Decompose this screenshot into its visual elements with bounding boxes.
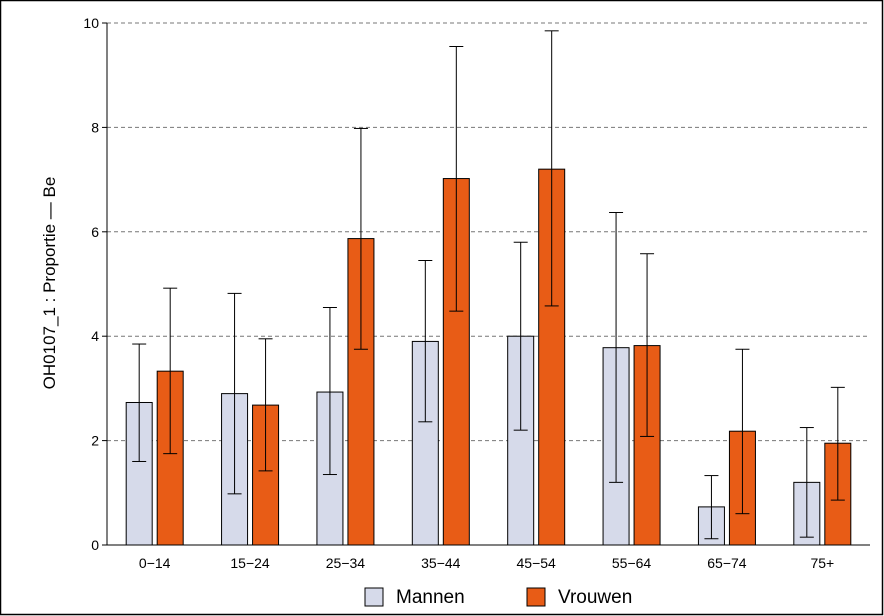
bar-vrouwen xyxy=(347,238,375,546)
x-tick-label: 15−24 xyxy=(230,555,270,571)
x-tick-label: 75+ xyxy=(810,555,834,571)
legend-label-mannen: Mannen xyxy=(396,587,465,608)
y-tick-label: 10 xyxy=(83,15,99,31)
y-tick-label: 2 xyxy=(91,433,99,449)
legend-swatch-mannen xyxy=(364,587,384,607)
x-tick-label: 25−34 xyxy=(326,555,366,571)
error-bars xyxy=(132,30,845,540)
y-tick-label: 8 xyxy=(91,119,99,135)
y-tick-label: 4 xyxy=(91,328,99,344)
legend: Mannen Vrouwen xyxy=(364,587,632,608)
x-tick-label: 0−14 xyxy=(139,555,171,571)
y-tick-label: 0 xyxy=(91,537,99,553)
x-tick-label: 45−54 xyxy=(517,555,557,571)
legend-label-vrouwen: Vrouwen xyxy=(558,587,632,608)
y-axis-label: OH0107_1 : Proportie — Be xyxy=(40,177,59,390)
legend-swatch-vrouwen xyxy=(526,587,546,607)
x-tick-label: 35−44 xyxy=(421,555,461,571)
y-tick-label: 6 xyxy=(91,224,99,240)
x-tick-label: 55−64 xyxy=(612,555,652,571)
x-tick-label: 65−74 xyxy=(707,555,747,571)
